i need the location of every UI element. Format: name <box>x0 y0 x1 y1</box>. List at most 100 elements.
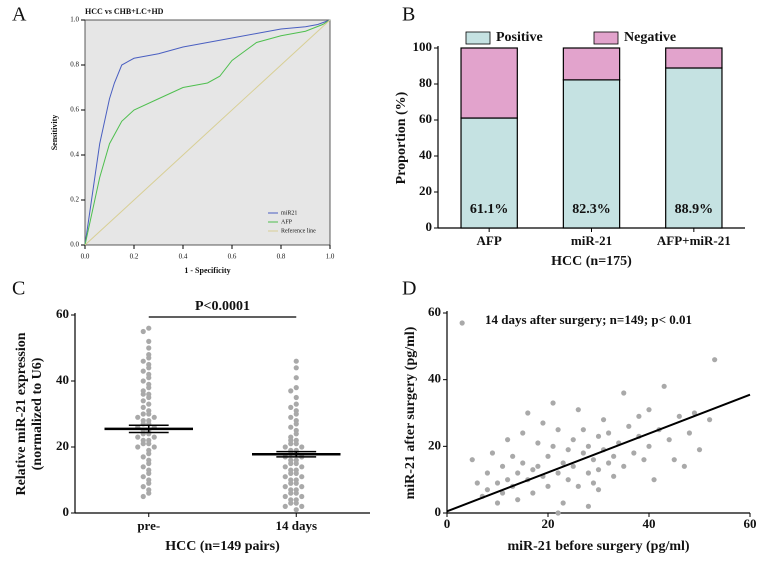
data-dot <box>140 404 146 410</box>
data-point <box>570 437 576 443</box>
data-dot <box>146 365 152 371</box>
roc-line <box>84 19 331 246</box>
data-point <box>469 457 475 463</box>
data-dot <box>282 464 288 470</box>
data-dot <box>140 328 146 335</box>
data-dot <box>288 404 294 410</box>
legend-label: Negative <box>624 30 676 45</box>
y-axis-label: Sensitivity <box>50 115 59 151</box>
x-axis-label: HCC (n=175) <box>551 254 632 269</box>
data-point <box>565 447 571 453</box>
data-dot <box>146 470 152 476</box>
data-dot <box>140 464 146 470</box>
data-dot <box>146 325 152 331</box>
y-axis-label: (normalized to U6) <box>30 357 45 470</box>
x-tick-label: 0.0 <box>81 253 90 261</box>
data-point <box>550 400 556 406</box>
data-point <box>565 477 571 483</box>
data-point <box>489 450 496 456</box>
x-tick-label: 14 days <box>275 518 317 533</box>
roc-line <box>84 19 331 246</box>
data-point <box>595 487 602 493</box>
y-tick-label: 0.8 <box>70 61 79 69</box>
data-point <box>550 443 556 449</box>
data-point <box>540 420 546 426</box>
x-tick-label: 0.4 <box>179 253 188 261</box>
data-point <box>681 463 687 469</box>
value-label: 61.1% <box>470 202 509 217</box>
data-point <box>570 463 576 469</box>
y-tick-label: 0.4 <box>70 151 79 159</box>
y-tick-label: 60 <box>428 304 441 319</box>
data-dot <box>151 444 157 450</box>
y-tick-label: 0.0 <box>70 241 79 249</box>
x-axis-label: HCC (n=149 pairs) <box>165 539 280 554</box>
data-dot <box>293 421 299 427</box>
data-point <box>494 480 501 486</box>
data-dot <box>140 391 146 397</box>
data-dot <box>140 411 146 417</box>
data-point <box>590 457 597 463</box>
data-point <box>631 450 637 456</box>
data-dot <box>140 398 146 404</box>
data-point <box>535 440 541 446</box>
data-dot <box>282 503 288 509</box>
legend-swatch <box>593 31 619 45</box>
data-dot <box>288 460 294 467</box>
data-point <box>651 477 657 483</box>
data-point <box>575 407 581 413</box>
data-dot <box>282 444 288 450</box>
data-point <box>661 383 667 389</box>
data-dot <box>288 480 294 486</box>
data-dot <box>146 394 152 401</box>
data-dot <box>293 490 299 496</box>
trend-line <box>446 393 751 513</box>
data-dot <box>140 493 146 500</box>
data-point <box>636 413 642 419</box>
bar-segment <box>562 79 621 229</box>
data-dot <box>146 490 152 496</box>
data-dot <box>146 411 152 417</box>
data-dot <box>299 444 305 450</box>
data-dot <box>140 474 146 480</box>
data-dot <box>146 480 152 486</box>
y-tick-label: 20 <box>56 438 69 453</box>
y-tick-label: 60 <box>419 111 432 126</box>
data-dot <box>151 414 157 420</box>
data-dot <box>146 355 152 361</box>
data-dot <box>288 414 294 420</box>
data-dot <box>282 474 288 480</box>
data-dot <box>146 401 152 407</box>
data-point <box>595 433 602 439</box>
data-point <box>474 480 480 486</box>
legend-swatch <box>465 31 491 45</box>
data-point <box>595 467 602 473</box>
data-point <box>585 470 592 476</box>
data-dot <box>299 493 305 500</box>
data-dot <box>146 385 152 391</box>
roc-line <box>84 19 331 246</box>
data-dot <box>140 358 146 364</box>
data-point <box>707 417 713 423</box>
data-point <box>515 470 521 476</box>
x-tick-label: pre- <box>137 518 160 533</box>
legend-label: miR21 <box>281 210 297 216</box>
data-dot <box>288 441 294 447</box>
data-dot <box>288 470 294 476</box>
panel-label: A <box>12 4 27 26</box>
y-tick-label: 60 <box>56 306 69 321</box>
x-tick-label: 0.8 <box>277 253 286 261</box>
x-tick-label: 40 <box>643 516 656 531</box>
data-dot <box>140 368 146 374</box>
data-point <box>585 443 592 449</box>
data-point <box>484 487 490 493</box>
y-tick-label: 0 <box>63 504 70 519</box>
data-dot <box>146 375 152 381</box>
legend-label: Reference line <box>281 227 316 234</box>
x-tick-label: 0.6 <box>228 253 237 261</box>
data-dot <box>146 345 152 351</box>
x-tick-label: AFP <box>477 233 502 248</box>
data-dot <box>293 470 299 476</box>
data-point <box>626 423 632 429</box>
data-dot <box>288 424 294 430</box>
